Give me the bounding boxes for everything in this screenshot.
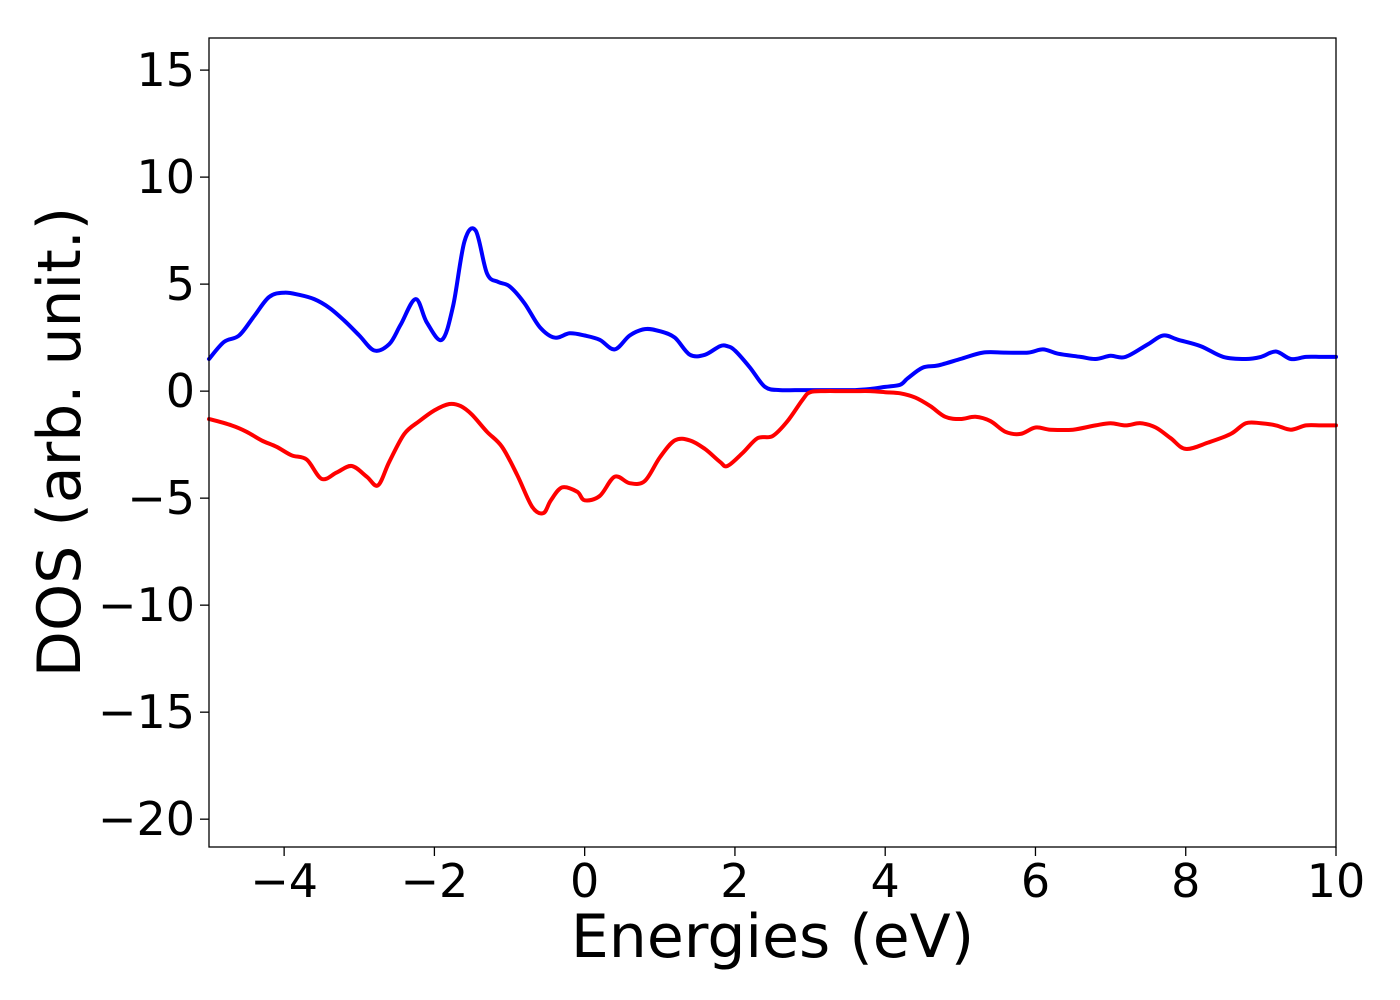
y-tick-label: 15: [136, 43, 195, 97]
plot-frame: [208, 37, 1337, 848]
x-tick-label: 0: [570, 854, 599, 908]
y-tick-label: 10: [136, 150, 195, 204]
x-tick-label: 2: [720, 854, 749, 908]
x-tick-label: 4: [871, 854, 900, 908]
y-tick-label: −10: [98, 578, 195, 632]
series-line-red: [207, 389, 1338, 516]
y-tick-label: −20: [98, 792, 195, 846]
x-tick-label: −2: [400, 854, 468, 908]
x-tick-label: 8: [1171, 854, 1200, 908]
x-tick-label: 6: [1021, 854, 1050, 908]
x-tick-label: −4: [250, 854, 318, 908]
y-axis-label: DOS (arb. unit.): [25, 207, 95, 677]
y-tick-label: 0: [166, 364, 195, 418]
y-tick-label: 5: [166, 257, 195, 311]
x-axis-label: Energies (eV): [571, 902, 974, 972]
x-tick-label: 10: [1307, 854, 1366, 908]
series-lines: [207, 226, 1338, 516]
y-tick-label: −5: [127, 471, 195, 525]
series-line-blue: [207, 226, 1338, 393]
y-tick-label: −15: [98, 685, 195, 739]
